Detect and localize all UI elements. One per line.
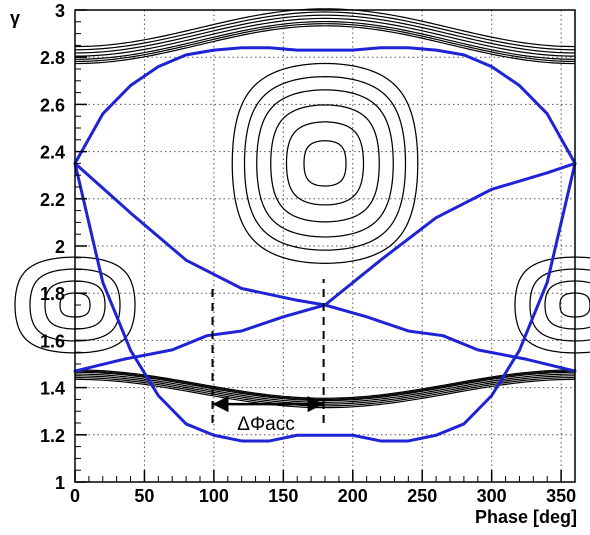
y-tick-label: 2.8 — [40, 48, 65, 68]
x-tick-label: 250 — [407, 486, 437, 506]
separatrix-right-lower — [323, 303, 577, 373]
lower-outer-orbit — [74, 375, 576, 405]
upper-outer-orbit — [74, 11, 576, 51]
upper-outer-orbit — [74, 8, 576, 48]
edge-bucket-orbit — [44, 280, 106, 330]
phase-space-orbit — [231, 62, 419, 264]
x-axis-title: Phase [deg] — [475, 507, 577, 527]
lower-outer-orbit — [74, 369, 576, 399]
y-axis-title: γ — [10, 8, 20, 28]
y-tick-label: 2.2 — [40, 190, 65, 210]
delta-phase-arrow-left-head — [212, 396, 229, 413]
delta-phase-arrow-right-head — [307, 396, 324, 413]
upper-outer-orbit — [74, 25, 576, 65]
y-tick-label: 2 — [55, 237, 65, 257]
upper-outer-orbit — [74, 14, 576, 54]
edge-bucket-orbit — [529, 268, 590, 342]
separatrix-lower — [73, 161, 577, 443]
phase-space-orbit — [243, 76, 407, 251]
edge-bucket-orbit — [14, 256, 136, 354]
x-tick-label: 50 — [134, 486, 154, 506]
x-tick-label: 350 — [546, 486, 576, 506]
phase-space-orbit — [270, 104, 380, 223]
separatrix-layer — [73, 46, 577, 443]
edge-bucket-orbit — [59, 292, 91, 318]
y-tick-label: 1.4 — [40, 379, 65, 399]
y-tick-label: 1.6 — [40, 331, 65, 351]
phase-space-orbit — [256, 89, 394, 238]
y-tick-label: 1.2 — [40, 426, 65, 446]
edge-bucket-orbit — [544, 280, 590, 330]
annotation-layer — [211, 279, 325, 423]
separatrix-upper — [73, 46, 577, 165]
phase-space-orbit — [303, 140, 347, 187]
upper-outer-orbit — [74, 17, 576, 57]
lower-outer-orbit — [74, 371, 576, 402]
x-tick-label: 150 — [268, 486, 298, 506]
lower-outer-orbit — [74, 373, 576, 403]
upper-outer-orbit — [74, 23, 576, 63]
phase-space-orbit — [285, 121, 365, 206]
upper-outer-orbit — [74, 20, 576, 60]
y-tick-label: 2.4 — [40, 143, 65, 163]
lower-outer-orbit — [74, 376, 576, 407]
separatrix-left-lower — [73, 303, 327, 373]
y-tick-label: 1.8 — [40, 284, 65, 304]
y-tick-label: 2.6 — [40, 95, 65, 115]
y-tick-label: 1 — [55, 473, 65, 493]
edge-bucket-orbit — [514, 256, 590, 354]
axis-layer: 0 50 100 150 200 250 300 350 1 1.2 1.4 1.6 1.8 2 2.2 2.… — [40, 1, 576, 506]
y-tick-label: 3 — [55, 1, 65, 21]
x-tick-label: 300 — [477, 486, 507, 506]
lower-outer-orbit — [74, 370, 576, 400]
separatrix-crossing-right — [323, 161, 577, 307]
edge-bucket-orbit — [559, 292, 590, 318]
delta-phase-label: ΔΦacc — [237, 414, 294, 435]
x-tick-label: 0 — [70, 486, 80, 506]
plot-frame — [74, 9, 576, 483]
separatrix-crossing-left — [73, 161, 327, 307]
lower-outer-orbit — [74, 378, 576, 409]
x-tick-label: 100 — [199, 486, 229, 506]
x-tick-label: 200 — [338, 486, 368, 506]
